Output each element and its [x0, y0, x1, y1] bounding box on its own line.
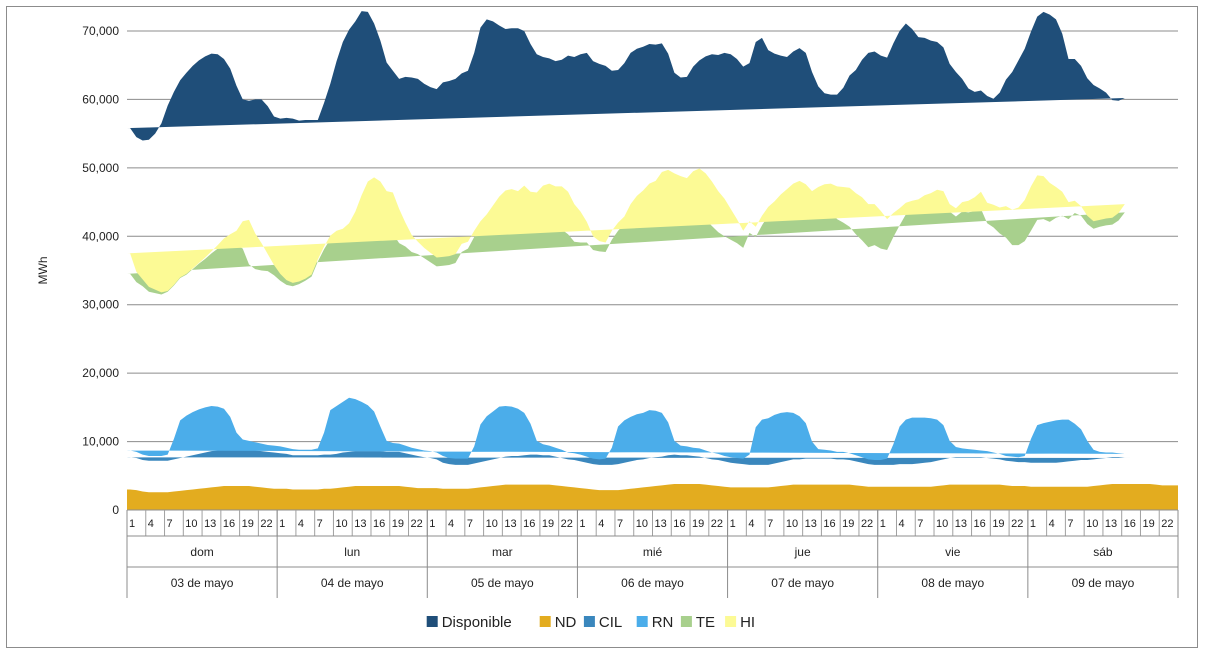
- y-tick-label: 70,000: [82, 24, 119, 38]
- weekday-label: lun: [344, 545, 360, 559]
- hour-tick-label: 22: [561, 518, 573, 530]
- hour-tick-label: 4: [148, 518, 154, 530]
- hour-tick-label: 1: [279, 518, 285, 530]
- area-cil: [127, 449, 1150, 465]
- date-label: 04 de mayo: [321, 576, 384, 590]
- y-tick-label: 30,000: [82, 298, 119, 312]
- legend-swatch-hi: [725, 616, 737, 627]
- legend-label-nd: ND: [555, 614, 577, 631]
- hour-tick-label: 16: [373, 518, 385, 530]
- legend-swatch-rn: [636, 616, 648, 627]
- area-hi: [127, 168, 1125, 293]
- legend-label-te: TE: [696, 614, 715, 631]
- weekday-label: mar: [492, 545, 513, 559]
- hour-tick-label: 1: [129, 518, 135, 530]
- y-tick-label: 40,000: [82, 229, 119, 243]
- hour-tick-label: 13: [354, 518, 366, 530]
- hour-tick-label: 4: [1049, 518, 1055, 530]
- date-label: 06 de mayo: [621, 576, 684, 590]
- chart-frame: 0 10,000 20,000 30,000 40,000 50,000 60,000 70,…: [6, 6, 1198, 648]
- legend-swatch-cil: [583, 616, 595, 627]
- hour-tick-label: 10: [335, 518, 347, 530]
- weekday-label: vie: [945, 545, 961, 559]
- hour-tick-label: 19: [992, 518, 1004, 530]
- legend-label-rn: RN: [652, 614, 674, 631]
- hour-tick-label: 19: [692, 518, 704, 530]
- area-rn: [127, 397, 1125, 461]
- hour-tick-label: 10: [936, 518, 948, 530]
- hour-tick-label: 13: [1105, 518, 1117, 530]
- legend-label-hi: HI: [740, 614, 755, 631]
- hour-tick-label: 22: [1011, 518, 1023, 530]
- weekday-label: dom: [190, 545, 213, 559]
- hour-tick-label: 1: [730, 518, 736, 530]
- y-tick-label: 20,000: [82, 366, 119, 380]
- area-disponible: [127, 11, 1125, 141]
- hour-tick-label: 4: [298, 518, 304, 530]
- hour-tick-label: 22: [260, 518, 272, 530]
- hour-tick-label: 16: [223, 518, 235, 530]
- hour-tick-label: 10: [786, 518, 798, 530]
- date-label: 09 de mayo: [1072, 576, 1135, 590]
- legend-swatch-nd: [539, 616, 551, 627]
- date-label: 05 de mayo: [471, 576, 534, 590]
- hour-tick-label: 7: [917, 518, 923, 530]
- hour-tick-label: 7: [167, 518, 173, 530]
- hour-tick-label: 19: [242, 518, 254, 530]
- weekday-label: mié: [643, 545, 663, 559]
- hour-tick-label: 7: [1067, 518, 1073, 530]
- legend-label-cil: CIL: [599, 614, 622, 631]
- hour-tick-label: 10: [185, 518, 197, 530]
- hour-tick-label: 4: [898, 518, 904, 530]
- hour-tick-label: 22: [861, 518, 873, 530]
- hour-tick-label: 13: [504, 518, 516, 530]
- hour-tick-label: 4: [448, 518, 454, 530]
- hour-tick-label: 16: [1124, 518, 1136, 530]
- y-tick-label: 60,000: [82, 92, 119, 106]
- date-label: 03 de mayo: [171, 576, 234, 590]
- hour-tick-label: 4: [748, 518, 754, 530]
- hour-tick-label: 19: [542, 518, 554, 530]
- legend-swatch-te: [680, 616, 692, 627]
- hour-tick-label: 13: [204, 518, 216, 530]
- hour-tick-label: 22: [711, 518, 723, 530]
- hour-tick-label: 22: [1161, 518, 1173, 530]
- area-te: [127, 185, 1125, 295]
- hour-tick-label: 10: [486, 518, 498, 530]
- hour-tick-label: 1: [429, 518, 435, 530]
- hour-tick-label: 1: [1030, 518, 1036, 530]
- hour-tick-label: 13: [955, 518, 967, 530]
- y-axis-label: MWh: [36, 257, 50, 285]
- y-tick-label: 50,000: [82, 161, 119, 175]
- hour-tick-label: 7: [617, 518, 623, 530]
- weekday-label: sáb: [1093, 545, 1113, 559]
- hour-tick-label: 1: [880, 518, 886, 530]
- hour-tick-label: 10: [636, 518, 648, 530]
- hour-tick-label: 7: [467, 518, 473, 530]
- area-nd: [127, 483, 1178, 510]
- hour-tick-label: 10: [1086, 518, 1098, 530]
- weekday-label: jue: [794, 545, 811, 559]
- hour-tick-label: 19: [842, 518, 854, 530]
- hour-tick-label: 16: [974, 518, 986, 530]
- hour-tick-label: 7: [317, 518, 323, 530]
- hour-tick-label: 4: [598, 518, 604, 530]
- date-label: 08 de mayo: [921, 576, 984, 590]
- y-tick-label: 0: [112, 503, 119, 517]
- legend-swatch-disponible: [426, 616, 438, 627]
- hour-tick-label: 13: [805, 518, 817, 530]
- y-tick-label: 10,000: [82, 435, 119, 449]
- hour-tick-label: 22: [411, 518, 423, 530]
- date-label: 07 de mayo: [771, 576, 834, 590]
- hour-tick-label: 16: [823, 518, 835, 530]
- hour-tick-label: 1: [579, 518, 585, 530]
- stacked-area-chart: 0 10,000 20,000 30,000 40,000 50,000 60,000 70,…: [36, 11, 1179, 631]
- legend-label-disponible: Disponible: [442, 614, 512, 631]
- hour-tick-label: 16: [673, 518, 685, 530]
- hour-tick-label: 13: [655, 518, 667, 530]
- hour-tick-label: 19: [392, 518, 404, 530]
- hour-tick-label: 16: [523, 518, 535, 530]
- hour-tick-label: 7: [767, 518, 773, 530]
- hour-tick-label: 19: [1142, 518, 1154, 530]
